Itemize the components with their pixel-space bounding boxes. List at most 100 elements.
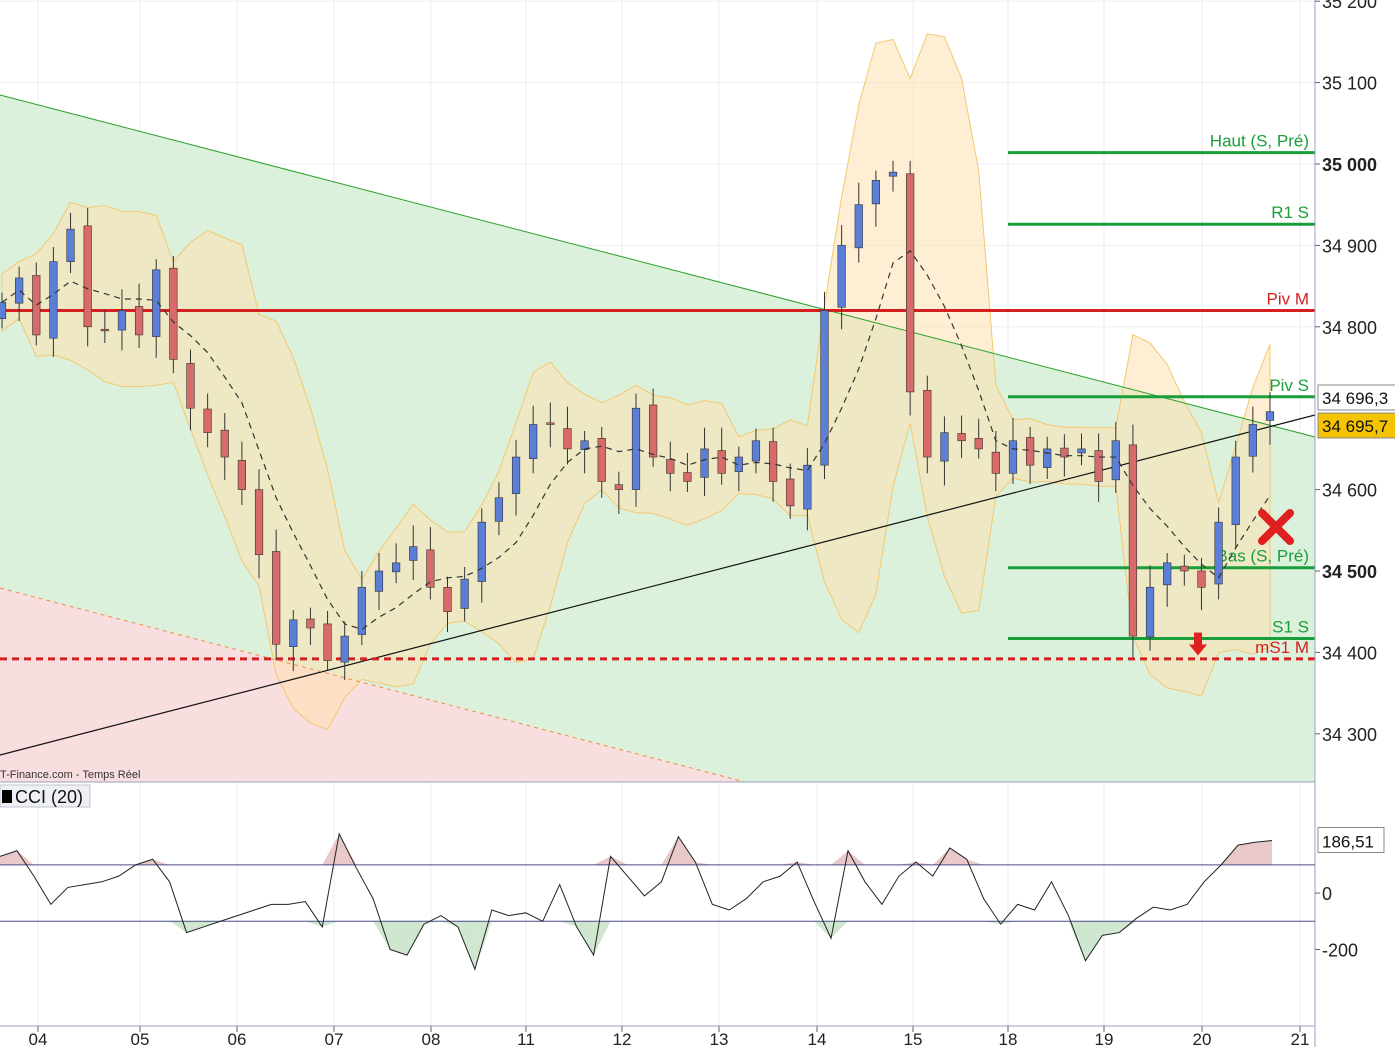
candle-up [1043,448,1052,468]
cci-oversold-fill [1119,921,1137,933]
cci-title-box: CCI (20) [0,784,91,808]
price-tick-label: 34 900 [1322,236,1377,256]
cci-overbought-fill [949,847,967,865]
candle-down [237,459,246,490]
candle-down [649,404,658,458]
candle-up [700,448,709,478]
time-tick-label: 05 [131,1030,150,1047]
cci-overbought-fill [16,850,34,865]
candle-down [768,441,778,482]
cci-oversold-fill [474,921,492,970]
candle-down [957,433,966,442]
candle-up [820,310,829,466]
level-label: Piv S [1269,376,1309,395]
candle-down [991,451,1000,474]
cci-oversold-fill [1000,921,1018,925]
time-tick-label: 04 [29,1030,48,1047]
candle-down [1060,447,1069,458]
candle-up [1231,456,1240,525]
candle-down [203,408,212,433]
down-arrow-icon [1189,644,1207,656]
price-tag-label: 34 695,7 [1322,417,1388,436]
level-label: R1 S [1271,203,1309,222]
cci-oversold-fill [305,921,323,927]
candle-down [443,586,452,613]
cci-oversold-fill [440,921,458,927]
cci-oversold-fill [1085,921,1103,961]
price-tick-label: 34 300 [1322,725,1377,745]
time-tick-label: 12 [613,1030,632,1047]
time-tick-label: 15 [904,1030,923,1047]
price-tick-label: 34 500 [1322,562,1377,582]
down-arrow-icon [1194,632,1202,645]
bear-trendline [0,587,746,783]
candle-down [32,275,41,336]
level-lines: Haut (S, Pré) R1 S Piv M Piv S Bas (S, Pré) S… [0,132,1315,661]
candle-up [1265,411,1275,421]
candle-up [888,171,898,177]
candle-up [580,440,589,451]
candle-up [803,464,812,510]
candle-down [546,422,555,425]
candle-down [1026,437,1035,466]
candle-down [220,429,229,458]
candle-up [152,269,161,337]
candle-up [940,432,949,462]
candle-up [15,277,24,304]
candle-up [1163,562,1172,586]
candle-down [786,478,795,507]
cci-overbought-fill [848,850,865,865]
candle-down [100,328,109,332]
cci-oversold-fill [322,921,340,927]
candles [0,160,1275,681]
candle-down [306,618,315,629]
cci-oversold-fill [814,921,832,939]
candle-up [1111,440,1120,481]
cci-oversold-fill [831,921,848,939]
price-tick-label: 35 100 [1322,74,1377,94]
price-tick-label: 35 200 [1322,0,1377,12]
cci-oversold-fill [559,921,577,927]
level-label: mS1 M [1255,638,1309,657]
candle-down [563,428,572,450]
cci-oversold-fill [1068,921,1086,961]
candle-down [323,623,332,661]
candle-down [666,459,675,474]
candle-up [1008,440,1018,474]
candle-up [340,635,349,663]
candle-up [374,570,384,592]
candle-down [597,438,606,482]
candle-down [974,438,983,450]
time-tick-label: 19 [1095,1030,1114,1047]
cci-legend-swatch [2,790,12,803]
cci-oversold-fill [186,921,204,933]
level-label: Haut (S, Pré) [1210,132,1309,151]
candle-up [409,546,418,561]
candle-down [717,450,726,474]
price-tick-label: 35 000 [1322,155,1377,175]
cci-overbought-fill [695,862,713,865]
cci-overbought-fill [661,836,679,865]
time-axis: 04 05 06 07 08 11 12 13 14 15 18 19 20 21 [29,1026,1309,1047]
time-tick-label: 06 [228,1030,247,1047]
cci-overbought-fill [780,862,798,865]
time-tick-label: 18 [999,1030,1018,1047]
cci-overbought-fill [915,862,933,865]
level-label: Piv M [1267,290,1310,309]
candle-up [392,562,401,573]
cci-line [0,832,1273,971]
cci-oversold-fill [169,921,187,933]
upper-trendline [0,94,1316,438]
cci-value-tag [1317,826,1385,853]
time-tick-label: 20 [1193,1030,1212,1047]
cci-value-label: 186,51 [1322,832,1374,851]
cci-overbought-fill [797,862,815,865]
cci-oversold-fill [373,921,391,950]
candle-down [1094,450,1103,482]
price-tag [1317,384,1395,411]
cci-oversold-fill [576,921,594,956]
cci-tick-label: -200 [1322,940,1358,960]
cci-oversold-fill [457,921,475,970]
candle-down [683,472,692,482]
